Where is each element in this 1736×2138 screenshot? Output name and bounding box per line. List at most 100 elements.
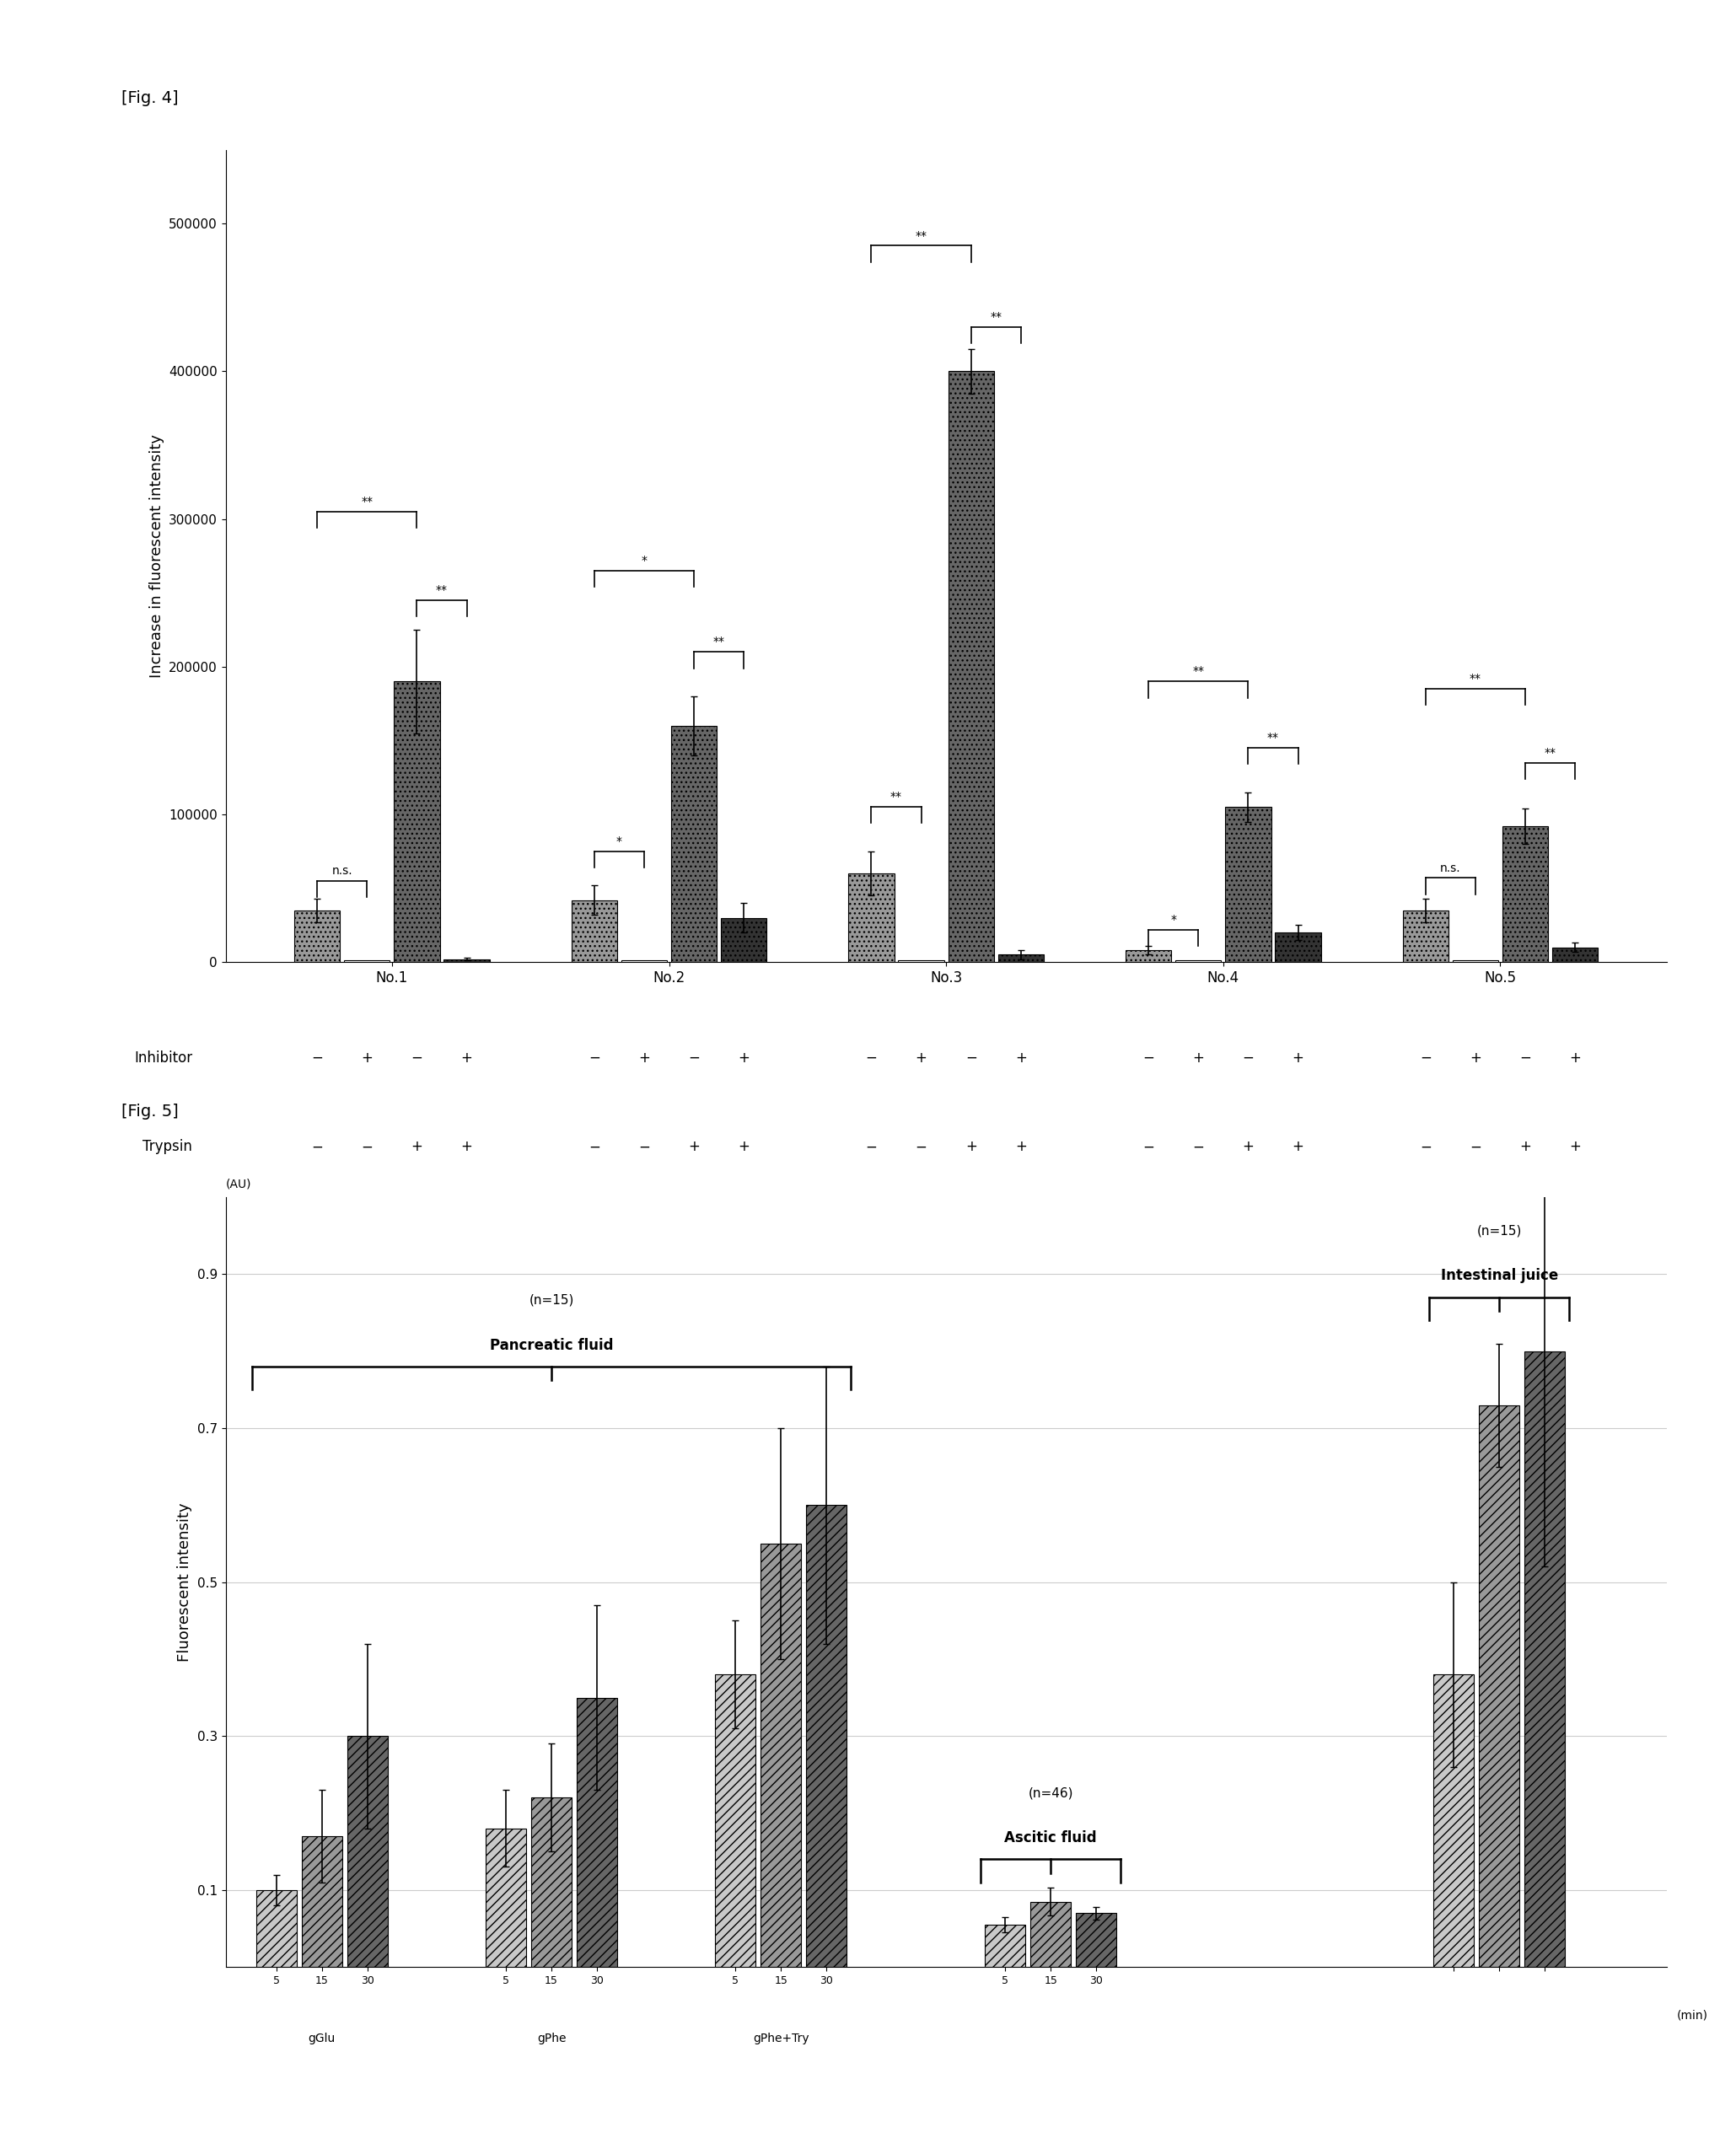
- Text: −: −: [1243, 1050, 1253, 1065]
- Text: −: −: [866, 1140, 877, 1155]
- Text: −: −: [1519, 1050, 1531, 1065]
- Text: +: +: [639, 1050, 649, 1065]
- Bar: [1031, 1901, 1071, 1967]
- Bar: [672, 725, 717, 962]
- Text: −: −: [1420, 1050, 1432, 1065]
- Bar: [1434, 1674, 1474, 1967]
- Bar: [486, 1828, 526, 1967]
- Bar: [1274, 932, 1321, 962]
- Bar: [720, 917, 767, 962]
- Text: −: −: [1142, 1050, 1154, 1065]
- Bar: [1552, 947, 1599, 962]
- Text: [Fig. 5]: [Fig. 5]: [122, 1103, 179, 1118]
- Text: *: *: [616, 836, 621, 847]
- Text: Ascitic fluid: Ascitic fluid: [1005, 1830, 1097, 1845]
- Text: −: −: [1193, 1140, 1205, 1155]
- Text: −: −: [687, 1050, 700, 1065]
- Text: +: +: [361, 1050, 373, 1065]
- Bar: [984, 1924, 1026, 1967]
- Text: **: **: [361, 496, 373, 507]
- Text: (min): (min): [1677, 2010, 1708, 2020]
- Text: −: −: [639, 1140, 649, 1155]
- Text: Intestinal juice: Intestinal juice: [1441, 1268, 1557, 1283]
- Bar: [760, 1544, 802, 1967]
- Text: +: +: [1292, 1140, 1304, 1155]
- Bar: [531, 1798, 571, 1967]
- Bar: [1226, 806, 1271, 962]
- Text: +: +: [1569, 1140, 1581, 1155]
- Text: +: +: [1569, 1050, 1581, 1065]
- Text: (n=15): (n=15): [1477, 1225, 1522, 1238]
- Text: **: **: [436, 584, 448, 597]
- Text: +: +: [460, 1050, 472, 1065]
- Text: **: **: [713, 635, 726, 648]
- Text: +: +: [965, 1140, 977, 1155]
- Bar: [444, 960, 490, 962]
- Text: n.s.: n.s.: [332, 866, 352, 877]
- Bar: [948, 372, 995, 962]
- Text: −: −: [915, 1140, 927, 1155]
- Text: +: +: [1292, 1050, 1304, 1065]
- Text: gPhe: gPhe: [536, 2033, 566, 2044]
- Bar: [1502, 825, 1549, 962]
- Bar: [302, 1837, 342, 1967]
- Text: +: +: [738, 1140, 750, 1155]
- Text: Inhibitor: Inhibitor: [134, 1050, 193, 1065]
- Text: gGlu: gGlu: [309, 2033, 335, 2044]
- Y-axis label: Increase in fluorescent intensity: Increase in fluorescent intensity: [149, 434, 163, 678]
- Text: **: **: [990, 310, 1002, 323]
- Bar: [571, 900, 618, 962]
- Bar: [998, 956, 1043, 962]
- Text: −: −: [1142, 1140, 1154, 1155]
- Text: **: **: [891, 791, 903, 804]
- Text: −: −: [411, 1050, 424, 1065]
- Bar: [347, 1736, 387, 1967]
- Bar: [1524, 1351, 1564, 1967]
- Bar: [293, 911, 340, 962]
- Bar: [715, 1674, 755, 1967]
- Text: +: +: [915, 1050, 927, 1065]
- Text: **: **: [915, 229, 927, 242]
- Text: +: +: [1519, 1140, 1531, 1155]
- Bar: [576, 1698, 618, 1967]
- Bar: [1125, 949, 1172, 962]
- Text: −: −: [965, 1050, 977, 1065]
- Text: *: *: [641, 554, 648, 567]
- Text: −: −: [589, 1050, 601, 1065]
- Y-axis label: Fluorescent intensity: Fluorescent intensity: [177, 1503, 193, 1661]
- Text: (AU): (AU): [226, 1178, 252, 1189]
- Text: +: +: [687, 1140, 700, 1155]
- Text: +: +: [411, 1140, 424, 1155]
- Text: +: +: [738, 1050, 750, 1065]
- Text: −: −: [589, 1140, 601, 1155]
- Text: −: −: [1469, 1140, 1481, 1155]
- Text: (n=46): (n=46): [1028, 1787, 1073, 1800]
- Text: +: +: [1469, 1050, 1481, 1065]
- Text: *: *: [1170, 913, 1177, 926]
- Text: +: +: [1243, 1140, 1253, 1155]
- Text: Trypsin: Trypsin: [142, 1140, 193, 1155]
- Text: (n=15): (n=15): [529, 1293, 575, 1306]
- Bar: [1479, 1405, 1519, 1967]
- Text: [Fig. 4]: [Fig. 4]: [122, 90, 179, 105]
- Text: +: +: [460, 1140, 472, 1155]
- Bar: [257, 1890, 297, 1967]
- Text: −: −: [311, 1050, 323, 1065]
- Text: **: **: [1267, 731, 1279, 744]
- Text: +: +: [1016, 1050, 1026, 1065]
- Text: **: **: [1469, 673, 1481, 684]
- Text: n.s.: n.s.: [1441, 862, 1460, 874]
- Bar: [1076, 1914, 1116, 1967]
- Text: −: −: [866, 1050, 877, 1065]
- Text: gPhe+Try: gPhe+Try: [753, 2033, 809, 2044]
- Text: Pancreatic fluid: Pancreatic fluid: [490, 1338, 613, 1353]
- Text: −: −: [311, 1140, 323, 1155]
- Bar: [1403, 911, 1448, 962]
- Bar: [394, 682, 439, 962]
- Bar: [849, 874, 894, 962]
- Text: **: **: [1545, 746, 1555, 759]
- Text: +: +: [1193, 1050, 1205, 1065]
- Text: −: −: [361, 1140, 373, 1155]
- Text: −: −: [1420, 1140, 1432, 1155]
- Bar: [806, 1505, 847, 1967]
